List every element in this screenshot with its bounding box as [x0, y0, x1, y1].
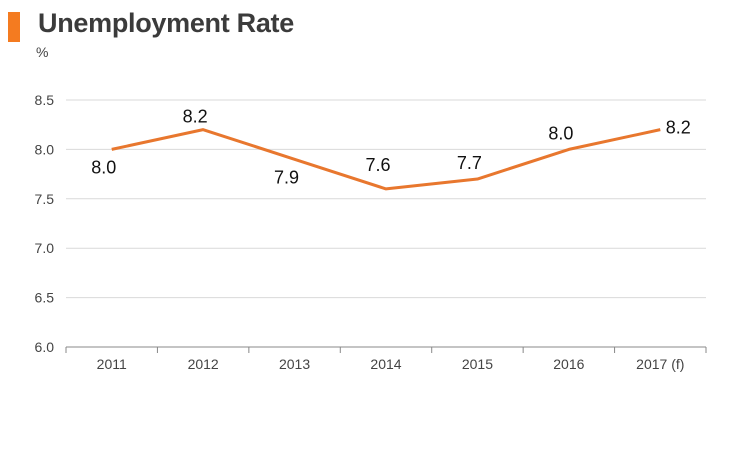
x-tick-label: 2016	[553, 356, 584, 372]
x-tick-label: 2015	[462, 356, 493, 372]
data-label: 8.2	[183, 107, 208, 127]
y-tick-label: 6.0	[35, 339, 55, 355]
y-tick-label: 7.0	[35, 240, 55, 256]
chart-title: Unemployment Rate	[38, 8, 294, 38]
y-tick-label: 8.5	[35, 92, 55, 108]
x-tick-label: 2011	[97, 356, 127, 372]
data-labels: 8.0 8.2 7.9 7.6 7.7 8.0 8.2	[91, 107, 691, 188]
data-label: 7.7	[457, 153, 482, 173]
x-tick-label: 2014	[370, 356, 401, 372]
y-tick-label: 6.5	[35, 290, 55, 306]
x-axis: 2011 2012 2013 2014 2015 2016 2017 (f)	[65, 346, 707, 372]
x-tick-label: 2012	[188, 356, 219, 372]
y-tick-label: 8.0	[35, 141, 55, 157]
data-label: 7.9	[274, 167, 299, 187]
y-axis-unit-label: %	[36, 44, 49, 60]
y-axis-ticks: 6.0 6.5 7.0 7.5 8.0 8.5	[35, 92, 55, 355]
data-label: 8.0	[91, 157, 116, 177]
data-label: 7.6	[365, 155, 390, 175]
data-label: 8.0	[548, 123, 573, 143]
x-tick-label: 2017 (f)	[636, 356, 684, 372]
y-tick-label: 7.5	[35, 191, 55, 207]
data-label: 8.2	[666, 118, 691, 138]
title-accent-bar	[8, 12, 20, 42]
x-tick-label: 2013	[279, 356, 310, 372]
series-line-group	[111, 128, 661, 191]
